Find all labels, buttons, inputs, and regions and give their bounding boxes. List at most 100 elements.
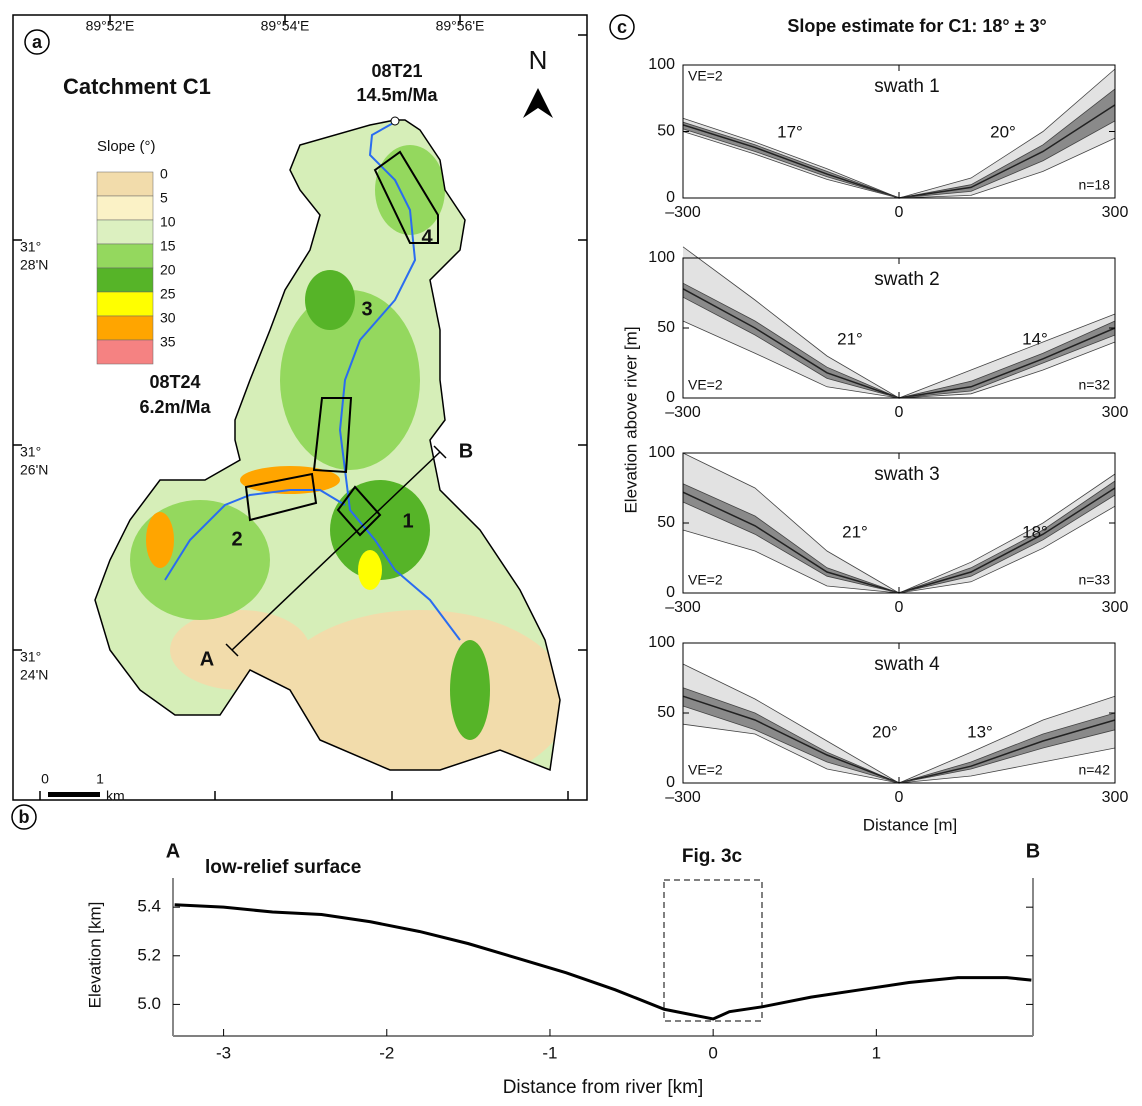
y-tick-label: 5.2	[137, 945, 161, 964]
panel-label: b	[19, 807, 30, 827]
x-axis-label: Distance [m]	[863, 815, 957, 834]
sample-rate: 14.5m/Ma	[356, 85, 438, 105]
map-title: Catchment C1	[63, 74, 211, 99]
legend-swatch	[97, 196, 153, 220]
x-tick-label: 300	[1102, 404, 1129, 421]
swath-title: swath 3	[874, 464, 939, 485]
x-tick-label: –300	[665, 204, 701, 221]
lon-label: 89°56'E	[436, 18, 485, 34]
angle-label: 21°	[837, 329, 863, 348]
sample-point	[391, 117, 399, 125]
profile-end: B	[1026, 840, 1040, 862]
y-tick-label: 100	[648, 249, 675, 266]
north-arrow	[523, 88, 553, 118]
annotation: n=18	[1078, 177, 1110, 193]
legend-swatch	[97, 316, 153, 340]
swath-number: 1	[402, 510, 413, 532]
y-tick-label: 100	[648, 444, 675, 461]
annotation: n=42	[1078, 762, 1110, 778]
annotation: VE=2	[688, 377, 723, 393]
swath-number: 4	[421, 226, 433, 248]
y-tick-label: 5.4	[137, 897, 161, 916]
lat-label: 26'N	[20, 462, 48, 478]
legend-label: 20	[160, 262, 176, 278]
angle-label: 20°	[872, 722, 898, 741]
annotation: VE=2	[688, 762, 723, 778]
scale-bar	[48, 792, 100, 797]
annotation: VE=2	[688, 572, 723, 588]
legend-swatch	[97, 220, 153, 244]
swath-number: 2	[231, 528, 242, 550]
x-tick-label: –300	[665, 404, 701, 421]
x-tick-label: 0	[895, 204, 904, 221]
y-tick-label: 0	[666, 389, 675, 406]
lon-label: 89°52'E	[86, 18, 135, 34]
annotation: VE=2	[688, 68, 723, 84]
y-tick-label: 100	[648, 634, 675, 651]
y-tick-label: 0	[666, 774, 675, 791]
y-axis-label: Elevation above river [m]	[621, 326, 640, 513]
annotation: n=33	[1078, 572, 1110, 588]
y-axis-label: Elevation [km]	[85, 902, 104, 1009]
y-tick-label: 100	[648, 56, 675, 73]
sample-id: 08T21	[371, 61, 422, 81]
y-tick-label: 0	[666, 584, 675, 601]
profile-end: A	[200, 648, 214, 670]
legend-label: 25	[160, 286, 176, 302]
angle-label: 14°	[1022, 329, 1048, 348]
y-tick-label: 50	[657, 319, 675, 336]
catchment-slope-map	[80, 110, 580, 790]
lat-label: 31°	[20, 649, 41, 665]
legend-swatch	[97, 340, 153, 364]
legend-title: Slope (°)	[97, 138, 156, 155]
lat-label: 24'N	[20, 667, 48, 683]
x-tick-label: –300	[665, 599, 701, 616]
x-axis-label: Distance from river [km]	[503, 1077, 704, 1098]
swath-title: swath 1	[874, 76, 939, 97]
zoom-box	[664, 880, 762, 1021]
lon-label: 89°54'E	[261, 18, 310, 34]
legend-swatch	[97, 292, 153, 316]
panel-label: c	[617, 17, 627, 37]
legend-swatch	[97, 172, 153, 196]
scale-unit: km	[106, 788, 125, 804]
y-tick-label: 50	[657, 123, 675, 140]
x-tick-label: 0	[895, 789, 904, 806]
north-label: N	[529, 45, 548, 75]
profile-end: A	[166, 840, 180, 862]
swath-number: 3	[361, 298, 372, 320]
x-tick-label: 0	[708, 1043, 717, 1062]
y-tick-label: 50	[657, 514, 675, 531]
annotation: n=32	[1078, 377, 1110, 393]
y-tick-label: 0	[666, 189, 675, 206]
profile-line	[175, 905, 1032, 1019]
y-tick-label: 5.0	[137, 994, 161, 1013]
swath-title: swath 4	[874, 654, 940, 675]
annotation: low-relief surface	[205, 857, 361, 878]
panel-c-title: Slope estimate for C1: 18° ± 3°	[787, 16, 1046, 36]
angle-label: 20°	[990, 122, 1016, 141]
legend-label: 30	[160, 310, 176, 326]
angle-label: 21°	[842, 522, 868, 541]
sample-rate: 6.2m/Ma	[139, 397, 211, 417]
swath-title: swath 2	[874, 269, 939, 290]
angle-label: 18°	[1022, 522, 1048, 541]
figure: a b c 89°52'E 89°54'E 89°56'E 31° 28'N 3…	[0, 0, 1142, 1106]
x-tick-label: 300	[1102, 789, 1129, 806]
legend-label: 15	[160, 238, 176, 254]
legend-label: 0	[160, 166, 168, 182]
x-tick-label: 1	[872, 1043, 881, 1062]
x-tick-label: 0	[895, 599, 904, 616]
scale-label: 1	[96, 771, 104, 787]
x-tick-label: 300	[1102, 599, 1129, 616]
legend-swatch	[97, 244, 153, 268]
panel-label: a	[32, 32, 43, 52]
x-tick-label: -1	[542, 1043, 557, 1062]
legend-label: 5	[160, 190, 168, 206]
lat-label: 31°	[20, 239, 41, 255]
lat-label: 31°	[20, 444, 41, 460]
x-tick-label: -2	[379, 1043, 394, 1062]
x-tick-label: -3	[216, 1043, 231, 1062]
x-tick-label: –300	[665, 789, 701, 806]
